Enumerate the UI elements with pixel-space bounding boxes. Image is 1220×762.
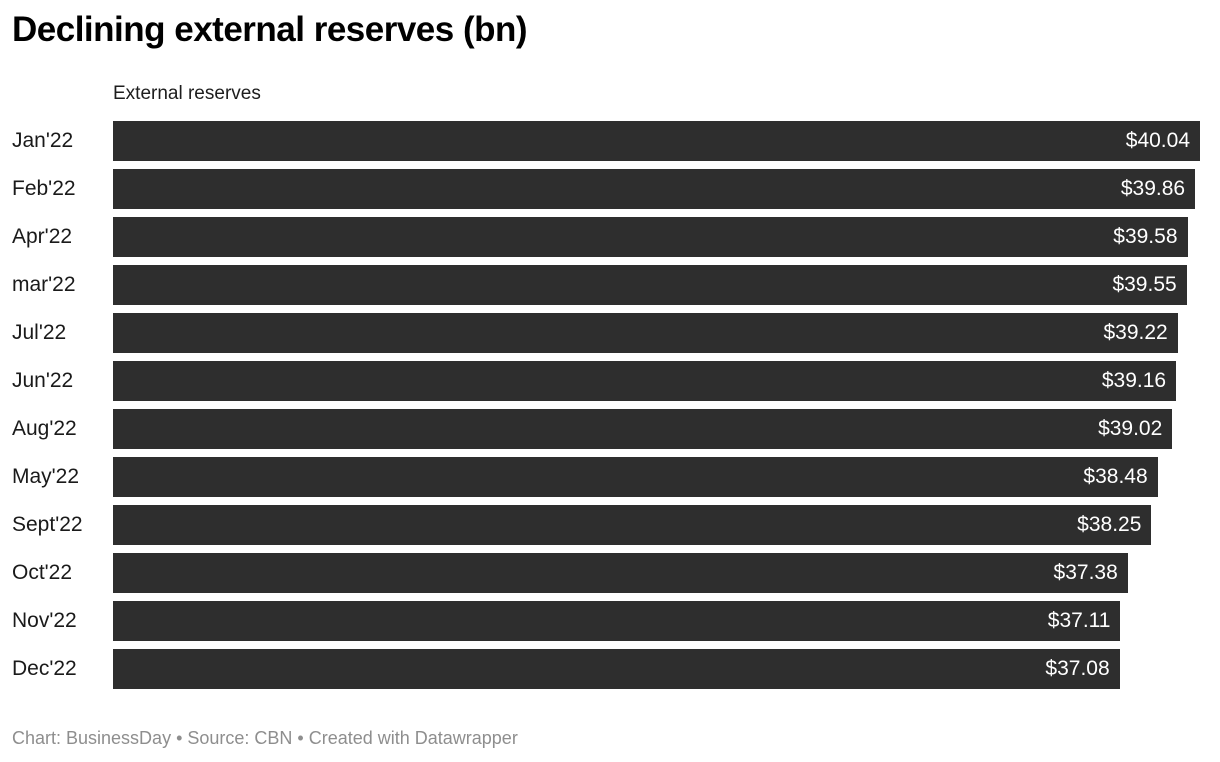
bar: $38.25 xyxy=(113,505,1152,545)
bar: $39.86 xyxy=(113,169,1196,209)
bar: $37.08 xyxy=(113,649,1120,689)
footer-credit: Chart: BusinessDay • Source: CBN • Creat… xyxy=(12,728,518,748)
bar-row: Feb'22 $39.86 xyxy=(0,165,1200,213)
bar: $39.22 xyxy=(113,313,1178,353)
bar-track: $37.38 xyxy=(113,553,1200,593)
bar: $39.58 xyxy=(113,217,1188,257)
bar: $39.16 xyxy=(113,361,1177,401)
category-label: Nov'22 xyxy=(12,609,77,632)
chart-title: Declining external reserves (bn) xyxy=(12,10,528,49)
bar-row: Nov'22 $37.11 xyxy=(0,597,1200,645)
bar-value-label: $39.58 xyxy=(1113,225,1178,248)
bar-row: Jun'22 $39.16 xyxy=(0,357,1200,405)
bar-track: $37.08 xyxy=(113,649,1200,689)
bar-track: $40.04 xyxy=(113,121,1200,161)
bar: $37.11 xyxy=(113,601,1121,641)
bar-track: $39.16 xyxy=(113,361,1200,401)
bar-track: $39.58 xyxy=(113,217,1200,257)
category-label: Jun'22 xyxy=(12,369,74,392)
bar-value-label: $40.04 xyxy=(1125,129,1190,152)
category-label: Apr'22 xyxy=(12,225,73,248)
bar-value-label: $37.08 xyxy=(1045,657,1110,680)
bar-track: $39.86 xyxy=(113,169,1200,209)
bar-track: $37.11 xyxy=(113,601,1200,641)
bar: $39.55 xyxy=(113,265,1187,305)
bar-value-label: $39.02 xyxy=(1098,417,1163,440)
bar-row: Aug'22 $39.02 xyxy=(0,405,1200,453)
bar-value-label: $39.55 xyxy=(1112,273,1177,296)
bar-track: $39.02 xyxy=(113,409,1200,449)
category-label: Jul'22 xyxy=(12,321,67,344)
series-legend-label: External reserves xyxy=(113,83,261,104)
bar-value-label: $39.22 xyxy=(1103,321,1168,344)
bar-row: Jul'22 $39.22 xyxy=(0,309,1200,357)
bar-track: $39.22 xyxy=(113,313,1200,353)
category-label: May'22 xyxy=(12,465,80,488)
category-label: Sept'22 xyxy=(12,513,83,536)
category-label: Oct'22 xyxy=(12,561,73,584)
bar-value-label: $37.38 xyxy=(1053,561,1118,584)
bar-row: Apr'22 $39.58 xyxy=(0,213,1200,261)
bar-value-label: $39.86 xyxy=(1120,177,1186,200)
bar-row: Dec'22 $37.08 xyxy=(0,645,1200,693)
bar-row: Oct'22 $37.38 xyxy=(0,549,1200,597)
category-label: mar'22 xyxy=(12,273,76,296)
bar-value-label: $39.16 xyxy=(1101,369,1167,392)
bar-track: $38.25 xyxy=(113,505,1200,545)
bar-row: May'22 $38.48 xyxy=(0,453,1200,501)
bar-row: Sept'22 $38.25 xyxy=(0,501,1200,549)
category-label: Dec'22 xyxy=(12,657,77,680)
bar-row: Jan'22 $40.04 xyxy=(0,117,1200,165)
bar: $38.48 xyxy=(113,457,1158,497)
bar-track: $39.55 xyxy=(113,265,1200,305)
bar-row: mar'22 $39.55 xyxy=(0,261,1200,309)
bar: $37.38 xyxy=(113,553,1128,593)
bar: $40.04 xyxy=(113,121,1200,161)
bar-value-label: $37.11 xyxy=(1047,609,1111,632)
bar-value-label: $38.48 xyxy=(1083,465,1148,488)
category-label: Aug'22 xyxy=(12,417,77,440)
bar-chart: Jan'22 $40.04 Feb'22 $39.86 Apr'22 xyxy=(0,117,1200,693)
bar-value-label: $38.25 xyxy=(1077,513,1142,536)
category-label: Jan'22 xyxy=(12,129,74,152)
bar: $39.02 xyxy=(113,409,1173,449)
category-label: Feb'22 xyxy=(12,177,76,200)
bar-track: $38.48 xyxy=(113,457,1200,497)
